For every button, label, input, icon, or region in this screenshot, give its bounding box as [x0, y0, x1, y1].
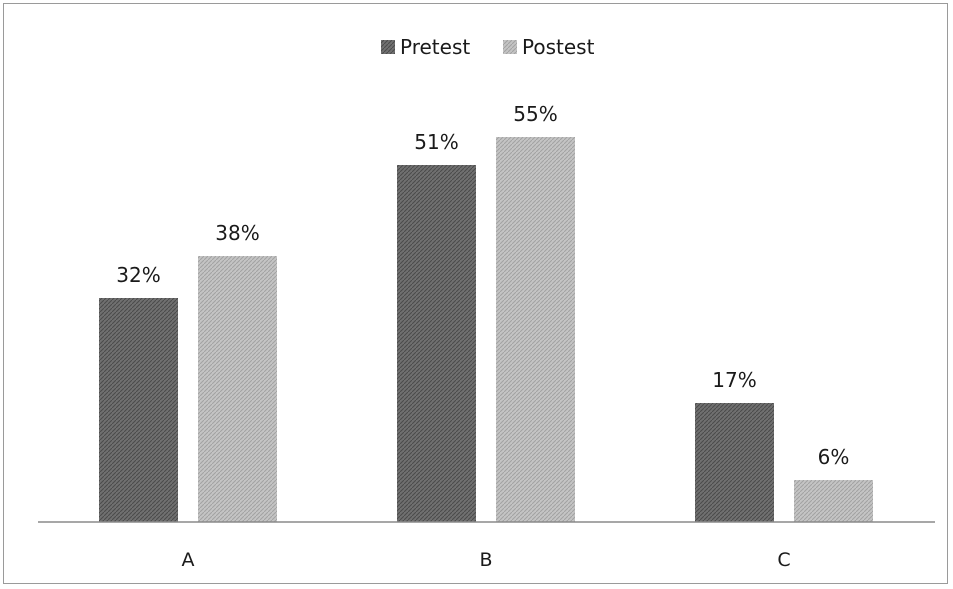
data-label-pretest-c: 17%	[712, 368, 756, 392]
x-tick-label-a: A	[182, 549, 195, 571]
bar-pretest-a	[99, 298, 178, 522]
bar-pretest-b	[397, 165, 476, 522]
x-tick-labels-group: A B C	[182, 549, 791, 571]
data-label-pretest-b: 51%	[414, 130, 458, 154]
data-label-postest-b: 55%	[513, 102, 557, 126]
x-tick-label-b: B	[479, 549, 492, 571]
legend-label-pretest: Pretest	[400, 35, 470, 59]
data-label-postest-c: 6%	[818, 445, 850, 469]
value-labels-group: 32% 38% 51% 55% 17% 6%	[116, 102, 849, 469]
legend-swatch-pretest	[381, 40, 395, 54]
x-tick-label-c: C	[777, 549, 790, 571]
legend-label-postest: Postest	[522, 35, 595, 59]
legend-swatch-postest	[503, 40, 517, 54]
bar-postest-b	[496, 137, 575, 522]
bars-group	[99, 137, 873, 522]
data-label-pretest-a: 32%	[116, 263, 160, 287]
bar-postest-a	[198, 256, 277, 522]
bar-postest-c	[794, 480, 873, 522]
bar-pretest-c	[695, 403, 774, 522]
data-label-postest-a: 38%	[215, 221, 259, 245]
legend: Pretest Postest	[381, 35, 595, 59]
